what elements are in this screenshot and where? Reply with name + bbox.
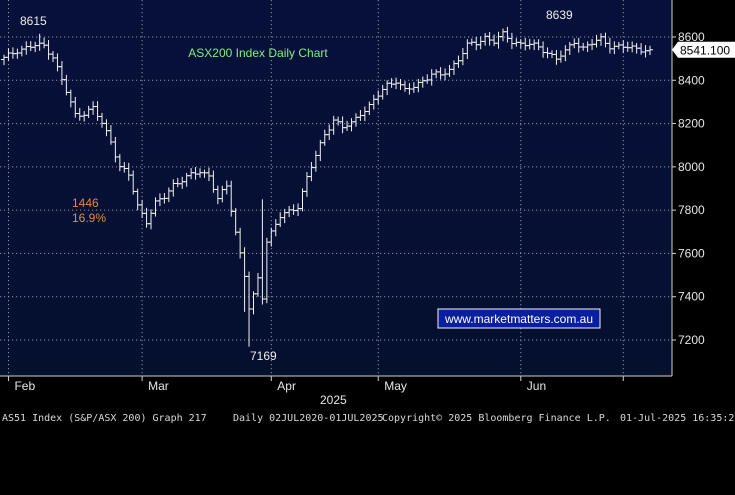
x-year-label: 2025	[320, 393, 347, 407]
y-tick-label: 7400	[678, 290, 705, 304]
watermark-text: www.marketmatters.com.au	[444, 312, 593, 326]
annotation-high-jun: 8639	[546, 8, 573, 22]
y-tick-label: 7200	[678, 333, 705, 347]
ohlc-chart: 7200 7400 7600 7800 8000 8200 8400 8600 Feb Mar Ap…	[0, 0, 735, 407]
x-tick-label: Apr	[277, 379, 296, 393]
annotation-drop-points: 1446	[72, 196, 99, 210]
annotation-low-apr: 7169	[250, 349, 277, 363]
last-price-box	[672, 41, 735, 58]
y-tick-label: 8200	[678, 117, 705, 131]
annotation-drop-pct: 16.9%	[72, 211, 106, 225]
y-tick-label: 8000	[678, 160, 705, 174]
ohlc-bar	[647, 45, 653, 56]
y-tick-label: 7800	[678, 203, 705, 217]
footer-ticker: AS51 Index (S&P/ASX 200) Graph 217	[2, 413, 207, 424]
price-bars	[1, 26, 653, 347]
x-tick-label: Jun	[527, 379, 546, 393]
last-price-text: 8541.100	[680, 43, 730, 57]
x-tick-label: Feb	[14, 379, 35, 393]
y-tick-label: 8400	[678, 73, 705, 87]
chart-labels: ASX200 Index Daily Chart 8615 8639 7169 1446…	[20, 8, 735, 363]
annotation-high-feb: 8615	[20, 14, 47, 28]
footer-range: Daily 02JUL2020-01JUL2025	[233, 413, 384, 424]
axes: 7200 7400 7600 7800 8000 8200 8400 8600 Feb Mar Ap…	[0, 0, 705, 407]
watermark-box	[437, 308, 601, 329]
x-tick-label: May	[384, 379, 407, 393]
x-tick-label: Mar	[148, 379, 169, 393]
grid	[0, 0, 672, 376]
footer-copyright: Copyright© 2025 Bloomberg Finance L.P.	[382, 413, 611, 424]
watermark: www.marketmatters.com.au	[437, 308, 601, 329]
footer-timestamp: 01-Jul-2025 16:35:25	[620, 413, 735, 424]
y-tick-label: 7600	[678, 246, 705, 260]
chart-title: ASX200 Index Daily Chart	[188, 46, 328, 60]
y-tick-label: 8600	[678, 30, 705, 44]
last-price-tag: 8541.100	[672, 41, 735, 58]
footer: AS51 Index (S&P/ASX 200) Graph 217 Daily…	[0, 410, 735, 427]
